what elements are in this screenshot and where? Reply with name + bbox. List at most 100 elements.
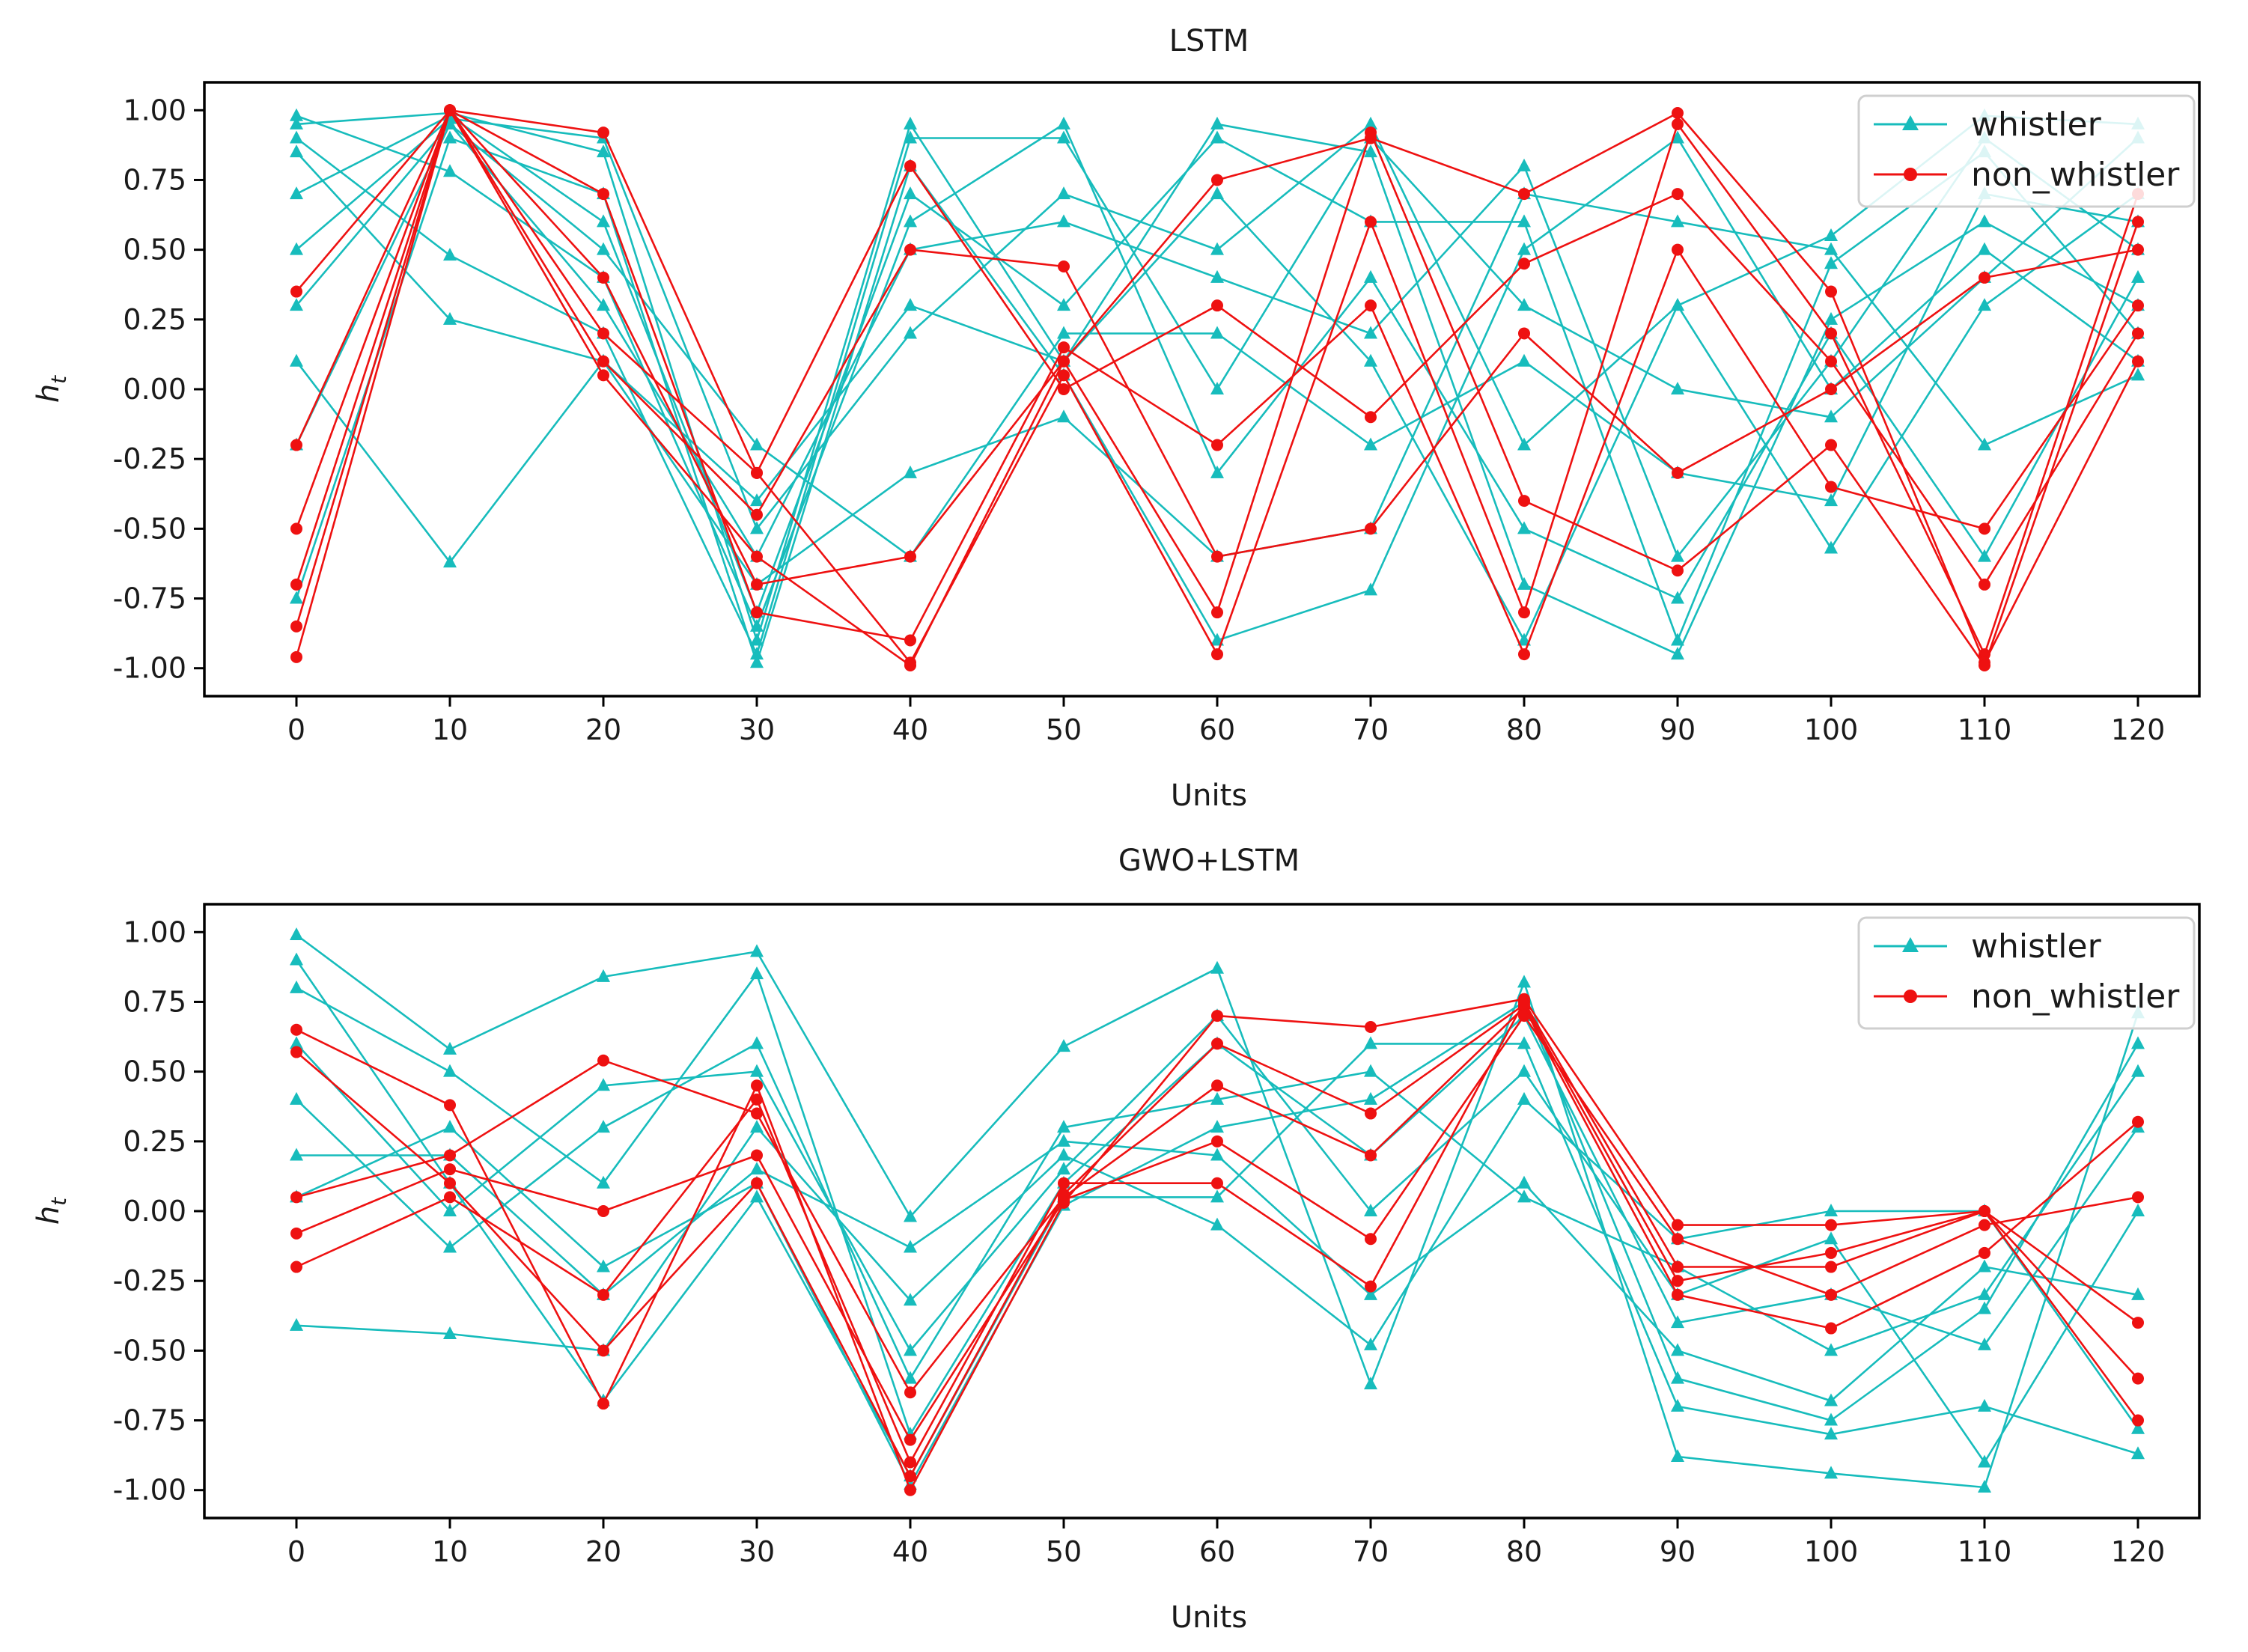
data-point — [597, 1054, 609, 1067]
legend-marker-whistler — [1902, 115, 1919, 130]
data-point — [290, 1317, 303, 1331]
data-point — [290, 1191, 302, 1204]
data-point — [750, 1120, 764, 1133]
data-point — [597, 1259, 610, 1272]
data-point — [904, 1484, 916, 1496]
data-point — [1671, 549, 1684, 562]
y-tick-label: 0.00 — [123, 373, 186, 406]
data-point — [597, 242, 610, 255]
series-whistler — [290, 952, 2145, 1482]
data-point — [1058, 355, 1070, 368]
data-point — [1824, 1427, 1838, 1440]
data-point — [1057, 1133, 1070, 1147]
data-point — [1671, 591, 1684, 604]
data-point — [1672, 243, 1684, 256]
data-point — [1058, 1188, 1070, 1201]
x-tick-label: 10 — [432, 1535, 468, 1568]
data-point — [290, 285, 302, 298]
series-non-whistler — [290, 999, 2144, 1483]
data-point — [2131, 1064, 2145, 1077]
data-point — [2132, 1414, 2144, 1427]
data-point — [904, 1240, 917, 1253]
data-point — [750, 1036, 764, 1049]
x-tick-label: 20 — [585, 713, 621, 746]
series-non-whistler — [290, 104, 2144, 563]
x-tick-label: 100 — [1804, 1535, 1859, 1568]
data-point — [904, 550, 916, 563]
series-non-whistler — [290, 993, 2144, 1496]
data-point — [597, 1344, 609, 1357]
data-point — [904, 214, 917, 228]
series-non-whistler — [290, 104, 2144, 671]
x-tick-label: 90 — [1660, 713, 1696, 746]
data-point — [1979, 659, 1990, 671]
data-point — [290, 130, 303, 144]
data-point — [444, 1163, 456, 1176]
data-point — [751, 606, 763, 619]
data-point — [443, 130, 457, 144]
data-point — [1211, 1079, 1223, 1092]
data-point — [1211, 1135, 1223, 1147]
data-point — [1517, 1036, 1531, 1049]
data-point — [444, 1099, 456, 1112]
data-point — [904, 1209, 917, 1222]
x-tick-label: 30 — [739, 1535, 775, 1568]
y-tick-label: -0.25 — [113, 1264, 186, 1297]
data-point — [1365, 127, 1377, 139]
data-point — [597, 298, 610, 311]
data-point — [290, 186, 303, 200]
data-point — [443, 1064, 457, 1077]
data-point — [1517, 158, 1531, 171]
gwo-lstm-panel: GWO+LSTM 0 10 20 30 40 50 60 70 80 90 100 110 120 1.0… — [31, 844, 2201, 1635]
data-point — [1978, 1480, 1991, 1493]
data-point — [1672, 118, 1684, 130]
x-tick-label: 50 — [1046, 713, 1082, 746]
data-point — [1365, 1149, 1377, 1162]
data-point — [1210, 269, 1224, 283]
panel-title: LSTM — [1169, 24, 1249, 58]
data-point — [1210, 186, 1224, 200]
data-point — [1364, 1091, 1377, 1105]
data-point — [1057, 409, 1070, 423]
panel-title: GWO+LSTM — [1118, 844, 1300, 878]
legend-marker-whistler — [1902, 937, 1919, 952]
data-point — [443, 1326, 457, 1339]
data-point — [1364, 116, 1377, 129]
data-point — [2132, 1115, 2144, 1128]
data-point — [1211, 606, 1223, 619]
data-point — [1364, 437, 1377, 451]
data-point — [1365, 411, 1377, 424]
series-line — [296, 1003, 2139, 1478]
data-point — [1825, 285, 1837, 298]
data-point — [290, 298, 303, 311]
data-point — [1824, 1231, 1838, 1245]
data-point — [290, 578, 302, 591]
series-line — [295, 192, 2139, 641]
y-tick-label: 0.25 — [123, 1125, 186, 1158]
data-point — [1672, 466, 1684, 479]
data-point — [290, 1036, 303, 1049]
data-point — [597, 355, 609, 368]
y-tick-label: -0.25 — [113, 442, 186, 475]
data-point — [904, 1456, 916, 1469]
data-point — [597, 1175, 610, 1189]
y-tick-label: -0.75 — [113, 582, 186, 615]
x-tick-label: 120 — [2111, 1535, 2166, 1568]
data-point — [1824, 256, 1838, 269]
y-tick-label: 0.50 — [123, 234, 186, 266]
data-point — [1671, 214, 1684, 228]
x-tick-label: 90 — [1660, 1535, 1696, 1568]
data-point — [2132, 1372, 2144, 1385]
data-point — [443, 555, 457, 568]
series-line — [296, 1001, 2139, 1486]
data-point — [290, 144, 303, 158]
legend-label-non-whistler: non_whistler — [1971, 978, 2180, 1016]
data-point — [1825, 327, 1837, 340]
series-non-whistler — [290, 996, 2144, 1469]
x-tick-label: 40 — [892, 713, 928, 746]
y-tick-label: -0.50 — [113, 1334, 186, 1367]
data-point — [2132, 299, 2144, 312]
data-point — [904, 659, 916, 671]
series-whistler — [290, 1008, 2145, 1468]
